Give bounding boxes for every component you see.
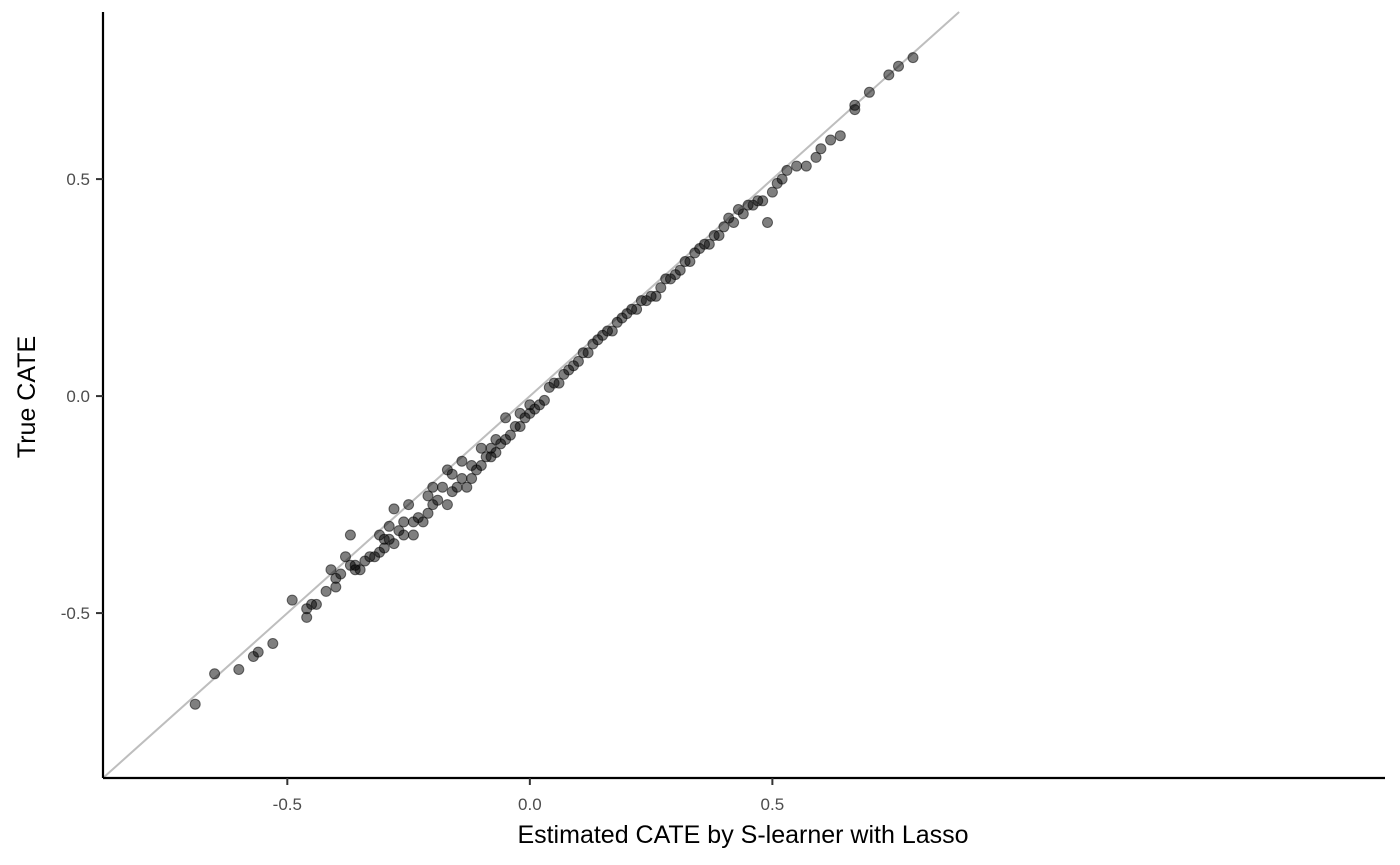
data-point: [446, 468, 458, 480]
data-point: [606, 325, 618, 337]
data-point: [893, 60, 904, 72]
data-point: [650, 290, 662, 302]
x-tick-label: 0.5: [761, 795, 785, 814]
data-point: [572, 355, 584, 367]
x-tick-label: 0.0: [518, 795, 542, 814]
data-point: [655, 282, 667, 294]
data-point: [437, 481, 448, 493]
data-point: [490, 447, 502, 458]
data-point: [378, 542, 390, 554]
data-point: [762, 217, 773, 228]
data-point: [834, 130, 846, 142]
data-point: [422, 490, 434, 502]
plot-area: [102, 11, 960, 779]
data-point: [863, 86, 875, 98]
data-point: [781, 164, 793, 176]
data-point: [810, 151, 822, 163]
data-point: [320, 585, 332, 597]
y-tick-label: -0.5: [61, 604, 90, 623]
data-point: [432, 494, 444, 506]
data-point: [500, 412, 512, 424]
data-point: [674, 264, 686, 276]
data-point: [325, 564, 337, 576]
data-point: [766, 186, 778, 198]
data-point: [514, 421, 526, 432]
data-point: [907, 52, 919, 64]
data-point: [553, 377, 565, 389]
data-point: [407, 529, 419, 541]
data-point: [504, 429, 516, 441]
y-tick-label: 0.5: [66, 170, 90, 189]
data-point: [252, 646, 264, 658]
data-point: [713, 230, 725, 241]
data-point: [718, 221, 730, 233]
data-point: [684, 256, 696, 267]
points-layer: [189, 52, 919, 710]
data-point: [422, 507, 434, 519]
y-tick-label: 0.0: [66, 387, 90, 406]
data-point: [286, 594, 298, 606]
data-point: [461, 481, 473, 493]
data-point: [800, 160, 812, 172]
data-point: [398, 516, 410, 528]
data-point: [582, 347, 594, 359]
data-point: [441, 499, 453, 511]
data-point: [189, 698, 201, 710]
data-point: [354, 564, 366, 576]
data-point: [815, 143, 827, 155]
data-point: [383, 520, 395, 532]
data-point: [456, 455, 468, 467]
data-point: [344, 529, 356, 541]
data-point: [388, 538, 400, 550]
x-tick-label: -0.5: [273, 795, 302, 814]
data-point: [388, 503, 400, 515]
data-point: [825, 134, 837, 146]
data-point: [703, 238, 715, 250]
data-point: [475, 460, 487, 471]
data-point: [417, 516, 429, 528]
data-point: [340, 551, 351, 563]
data-point: [791, 160, 803, 172]
x-axis-ticks: -0.5 0.0 0.5: [273, 778, 785, 814]
data-point: [403, 499, 415, 511]
data-point: [728, 217, 740, 228]
data-point: [427, 481, 439, 493]
data-point: [267, 638, 279, 649]
data-point: [538, 394, 550, 406]
data-point: [310, 598, 322, 610]
data-point: [631, 303, 643, 315]
data-point: [466, 473, 478, 484]
data-point: [757, 195, 769, 207]
data-point: [883, 69, 895, 81]
data-point: [233, 664, 245, 675]
data-point: [849, 99, 861, 111]
data-point: [209, 668, 221, 680]
reference-line-y-equals-x: [102, 11, 960, 779]
data-point: [737, 208, 749, 220]
data-point: [335, 568, 347, 580]
y-axis-title: True CATE: [13, 336, 41, 458]
y-axis-ticks: 0.5 0.0 -0.5: [61, 170, 103, 623]
data-point: [776, 173, 788, 185]
data-point: [398, 529, 410, 541]
x-axis-title: Estimated CATE by S-learner with Lasso: [517, 821, 968, 849]
